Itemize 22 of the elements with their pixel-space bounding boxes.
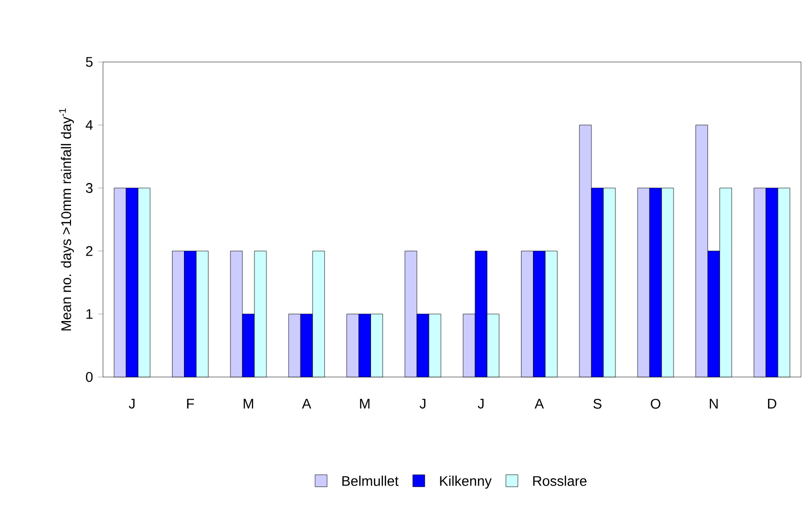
x-tick-label: A	[302, 398, 312, 408]
x-tick-label: N	[710, 398, 718, 408]
x-tick-label: J	[420, 398, 426, 409]
x-tick-label: A	[534, 398, 544, 408]
x-tick-label: M	[360, 398, 370, 408]
x-tick-label: J	[128, 398, 135, 409]
x-tick-label: F	[187, 398, 194, 408]
y-tick-label: 3	[86, 183, 93, 193]
y-tick-label: 1	[86, 309, 92, 319]
x-tick-label: S	[593, 398, 602, 409]
legend-label: Rosslare	[533, 476, 587, 486]
y-tick-label: 2	[86, 246, 92, 256]
y-tick-label: 4	[86, 120, 93, 130]
legend-label: Kilkenny	[440, 476, 492, 489]
y-tick-label: 5	[86, 57, 93, 67]
x-tick-label: J	[478, 398, 484, 409]
x-tick-label: D	[768, 398, 776, 408]
legend-label: Belmullet	[342, 476, 399, 486]
y-tick-label: 0	[86, 372, 93, 382]
x-tick-label: O	[650, 398, 660, 409]
y-axis-title: Mean no. days >10mm rainfall day$^{-1}$	[59, 108, 74, 330]
x-tick-label: M	[244, 398, 254, 408]
